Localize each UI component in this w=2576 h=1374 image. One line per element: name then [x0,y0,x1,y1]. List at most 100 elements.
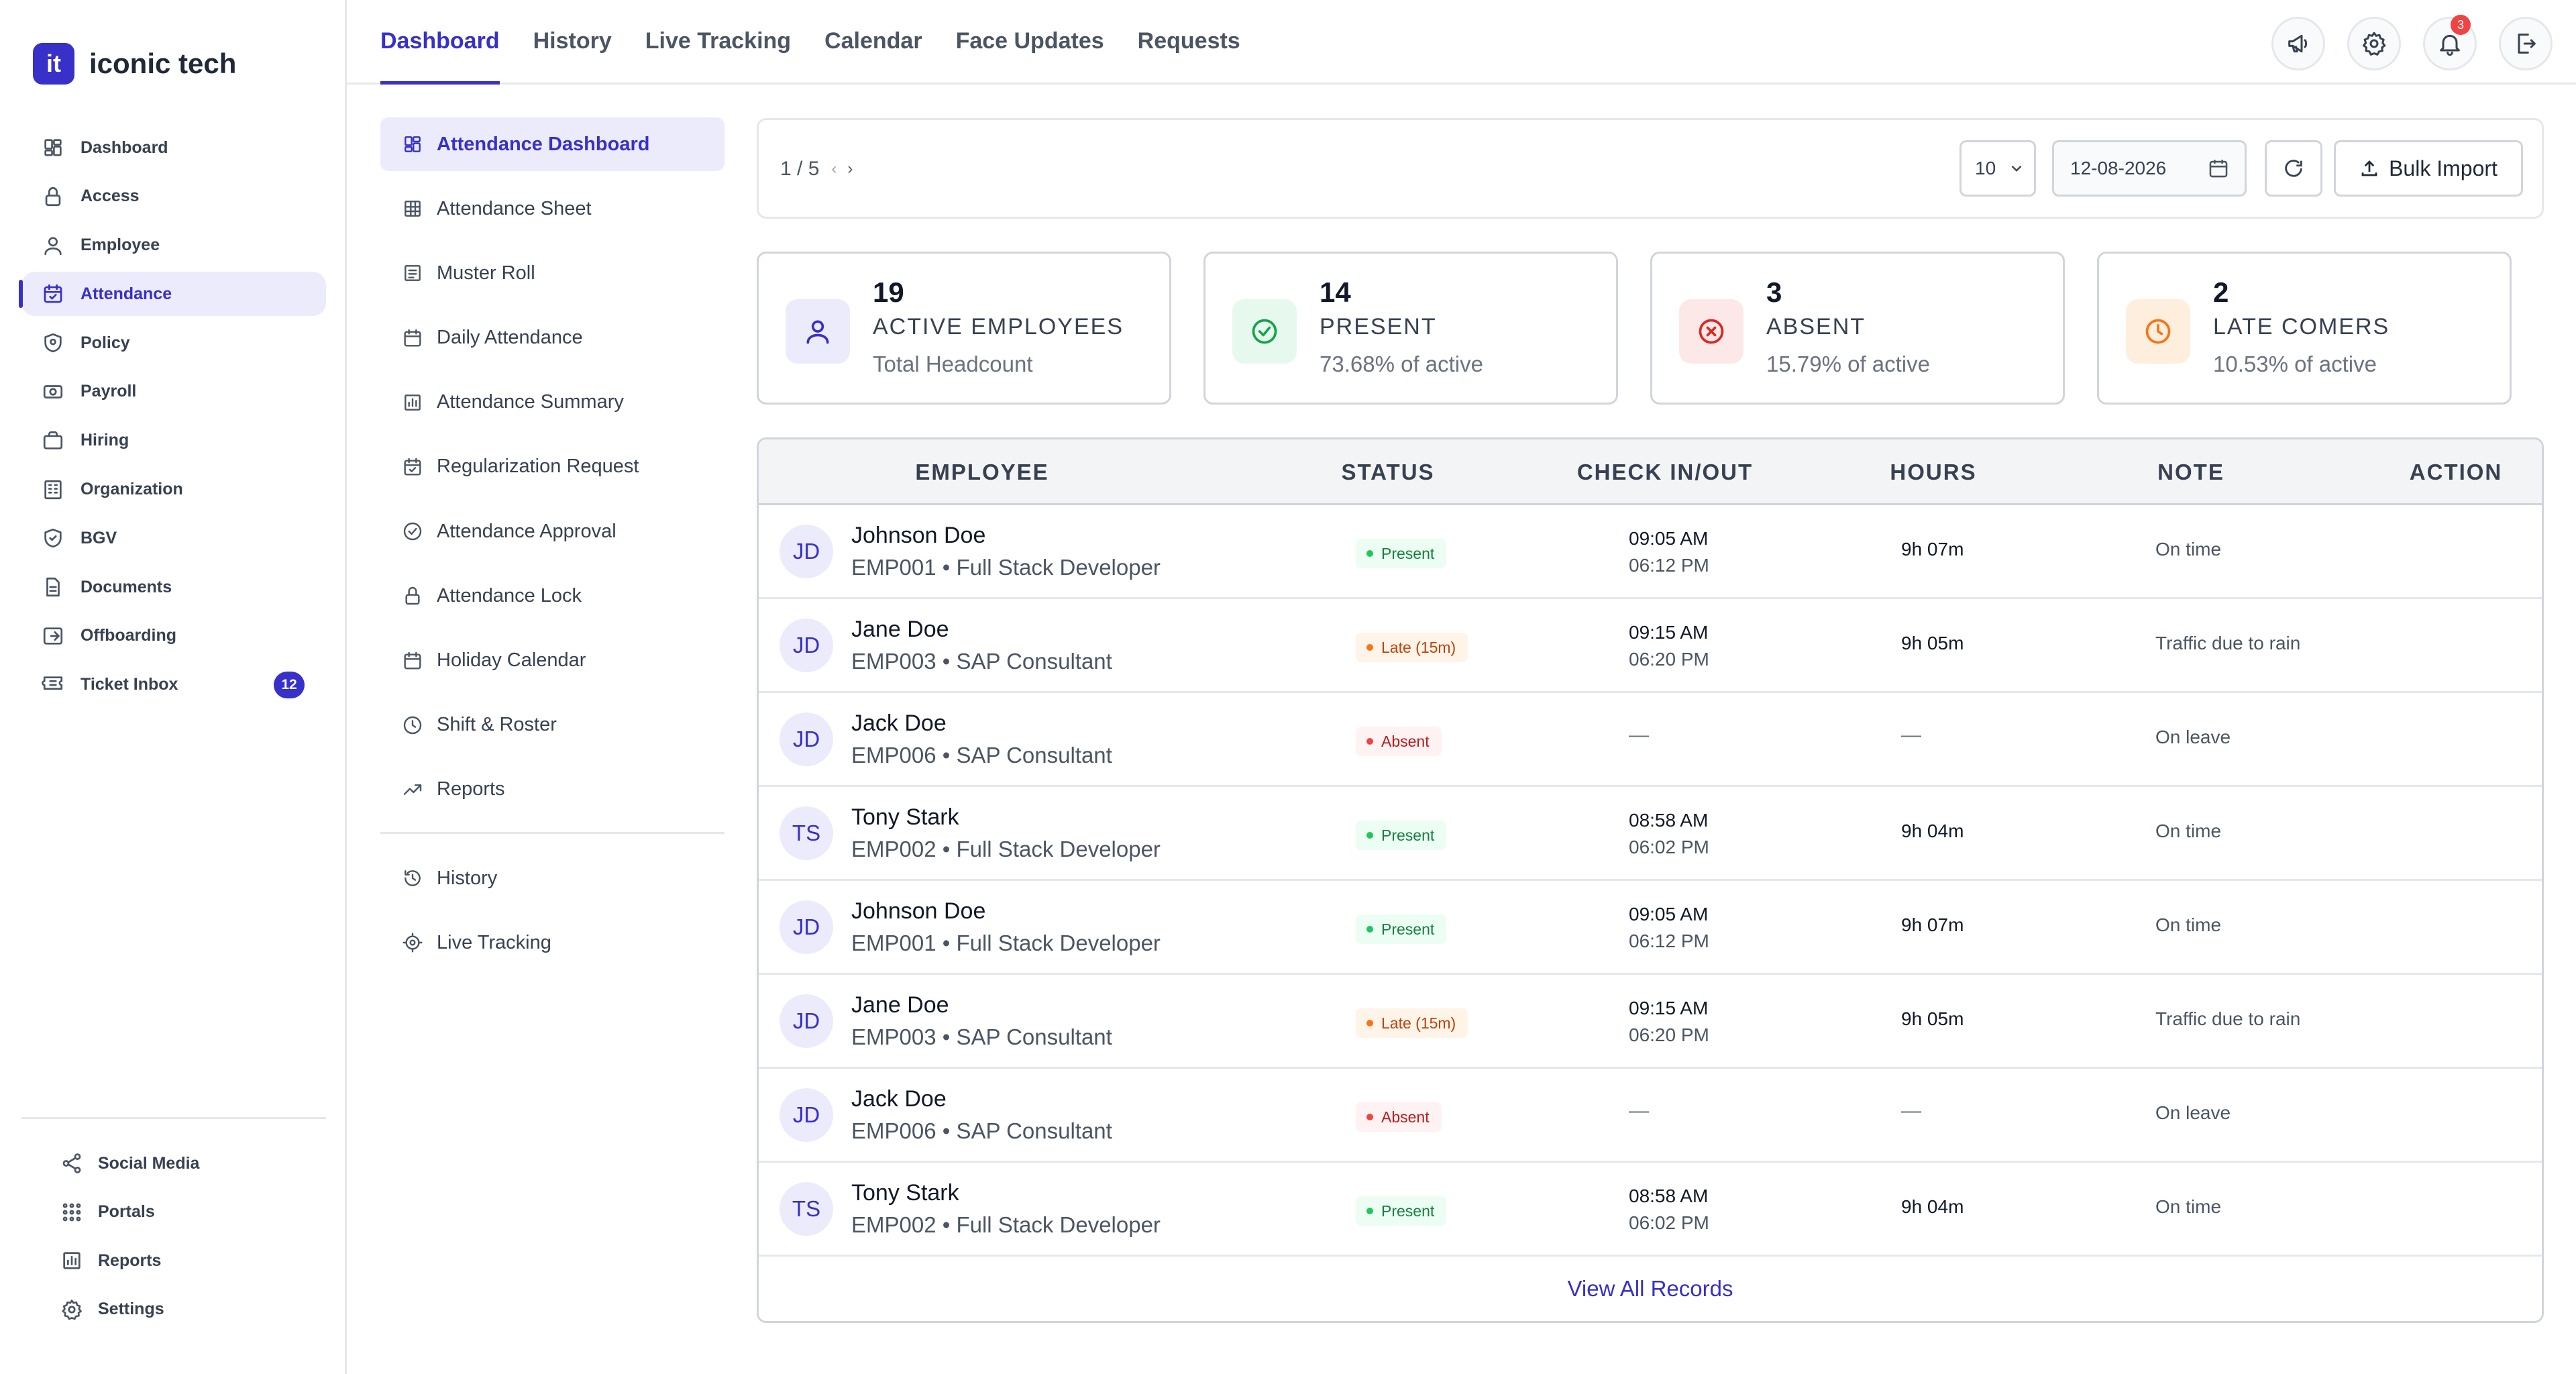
x-circle-icon [1697,317,1726,346]
submenu-item-muster-roll[interactable]: Muster Roll [380,246,724,300]
top-bar: Dashboard History Live Tracking Calendar Fac… [347,0,2576,85]
employee-name: Jack Doe [851,710,947,736]
submenu-item-shift-roster[interactable]: Shift & Roster [380,698,724,752]
sidebar-item-ticket-inbox[interactable]: Ticket Inbox 12 [21,663,326,707]
hours-value: 9h 04m [1901,821,1964,841]
gear-icon [60,1298,83,1321]
sidebar-item-label: Reports [98,1251,162,1270]
submenu-item-attendance-summary[interactable]: Attendance Summary [380,376,724,429]
avatar: JD [780,900,833,954]
refresh-button[interactable] [2265,140,2322,197]
sidebar-item-label: Access [80,187,140,206]
hours-value: 9h 04m [1901,1196,1964,1217]
status-badge: Present [1356,821,1447,850]
upload-icon [2359,158,2379,178]
chevron-right-icon[interactable]: › [847,160,853,178]
employee-name: Tony Stark [851,1180,959,1206]
submenu-divider [380,832,724,834]
tab-face-updates[interactable]: Face Updates [955,28,1104,54]
sidebar-item-label: Organization [80,480,183,499]
bulk-import-button[interactable]: Bulk Import [2334,140,2523,197]
brand-name: iconic tech [89,48,237,79]
column-header-status: STATUS [1341,460,1435,484]
submenu-item-regularization-request[interactable]: Regularization Request [380,440,724,494]
table-row[interactable]: JD Jack Doe EMP006 • SAP Consultant Absent —… [759,1069,2542,1163]
table-row[interactable]: JD Jack Doe EMP006 • SAP Consultant Absent —… [759,693,2542,787]
brand[interactable]: it iconic tech [33,43,236,85]
submenu-item-live-tracking[interactable]: Live Tracking [380,916,724,969]
gear-button[interactable] [2347,17,2401,70]
bell-button[interactable]: 3 [2423,15,2477,70]
date-input[interactable]: 12-08-2026 [2052,140,2247,197]
stat-label: LATE COMERS [2213,314,2390,339]
submenu-item-attendance-lock[interactable]: Attendance Lock [380,569,724,623]
page-indicator: 1 / 5 [780,158,820,180]
sidebar-item-label: Ticket Inbox [80,675,178,694]
column-header-check-in-out: CHECK IN/OUT [1576,460,1754,484]
hours-empty: — [1901,724,1921,746]
megaphone-button[interactable] [2271,17,2325,70]
sidebar-item-policy[interactable]: Policy [21,321,326,365]
employee-meta: EMP002 • Full Stack Developer [851,1212,1161,1237]
table-row[interactable]: TS Tony Stark EMP002 • Full Stack Develope… [759,787,2542,881]
table-row[interactable]: JD Johnson Doe EMP001 • Full Stack Develop… [759,505,2542,599]
table-row[interactable]: JD Jane Doe EMP003 • SAP Consultant Late (1… [759,975,2542,1069]
sidebar-item-bgv[interactable]: BGV [21,516,326,560]
stat-subtitle: 15.79% of active [1766,352,1930,376]
employee-name: Johnson Doe [851,898,986,924]
table-row[interactable]: JD Jane Doe EMP003 • SAP Consultant Late (1… [759,599,2542,693]
briefcase-icon [42,429,64,452]
per-page-select[interactable]: 10 [1960,140,2036,197]
sidebar-item-payroll[interactable]: Payroll [21,370,326,414]
note-text: On time [2155,1196,2222,1217]
submenu-item-attendance-approval[interactable]: Attendance Approval [380,505,724,558]
table-row[interactable]: TS Tony Stark EMP002 • Full Stack Develope… [759,1163,2542,1257]
status-badge: Absent [1356,1102,1442,1132]
avatar: JD [780,994,833,1048]
table-row[interactable]: JD Johnson Doe EMP001 • Full Stack Develop… [759,881,2542,975]
note-text: On leave [2155,727,2231,747]
sidebar-item-access[interactable]: Access [21,174,326,219]
sidebar-item-portals[interactable]: Portals [40,1188,322,1237]
note-text: On time [2155,914,2222,935]
submenu-item-label: Live Tracking [437,931,551,953]
date-value: 12-08-2026 [2070,158,2167,178]
submenu-item-attendance-sheet[interactable]: Attendance Sheet [380,182,724,235]
check-in-time: 08:58 AM [1629,810,1709,831]
check-out-time: 06:20 PM [1629,1024,1709,1045]
sidebar-item-employee[interactable]: Employee [21,223,326,268]
sidebar-item-offboarding[interactable]: Offboarding [21,614,326,658]
sidebar-item-reports[interactable]: Reports [40,1236,322,1285]
shield-icon [42,331,64,354]
submenu-item-reports[interactable]: Reports [380,763,724,816]
view-all-records-link[interactable]: View All Records [1567,1276,1733,1301]
table-toolbar: 1 / 5 ‹ › 10 12-08-2026 Bulk Import [757,118,2544,219]
check-out-time: 06:02 PM [1629,1212,1709,1233]
tab-calendar[interactable]: Calendar [824,28,922,54]
tab-dashboard[interactable]: Dashboard [380,0,500,85]
user-icon [803,317,833,346]
tab-history[interactable]: History [533,28,612,54]
sidebar-item-attendance[interactable]: Attendance [19,272,326,317]
status-dot [1366,738,1373,745]
chevron-left-icon[interactable]: ‹ [831,160,837,178]
sidebar-item-organization[interactable]: Organization [21,468,326,512]
submenu-item-holiday-calendar[interactable]: Holiday Calendar [380,634,724,688]
tab-live-tracking[interactable]: Live Tracking [645,28,792,54]
tab-requests[interactable]: Requests [1137,28,1240,54]
calendar-icon[interactable] [2207,157,2230,180]
status-badge: Present [1356,1196,1447,1226]
logout-button[interactable] [2499,17,2553,70]
sidebar-item-dashboard[interactable]: Dashboard [21,125,326,170]
status-label: Absent [1381,1108,1430,1126]
submenu-item-history[interactable]: History [380,851,724,905]
hours-value: 9h 05m [1901,633,1964,653]
sidebar-item-settings[interactable]: Settings [40,1285,322,1334]
sidebar-bottom-nav: Social Media Portals Reports Settings [40,1139,322,1334]
submenu-item-attendance-dashboard[interactable]: Attendance Dashboard [380,117,724,171]
sidebar-item-hiring[interactable]: Hiring [21,419,326,463]
submenu-item-daily-attendance[interactable]: Daily Attendance [380,311,724,365]
sidebar-item-documents[interactable]: Documents [21,565,326,609]
sidebar-item-social-media[interactable]: Social Media [40,1139,322,1188]
hours-empty: — [1901,1100,1921,1122]
